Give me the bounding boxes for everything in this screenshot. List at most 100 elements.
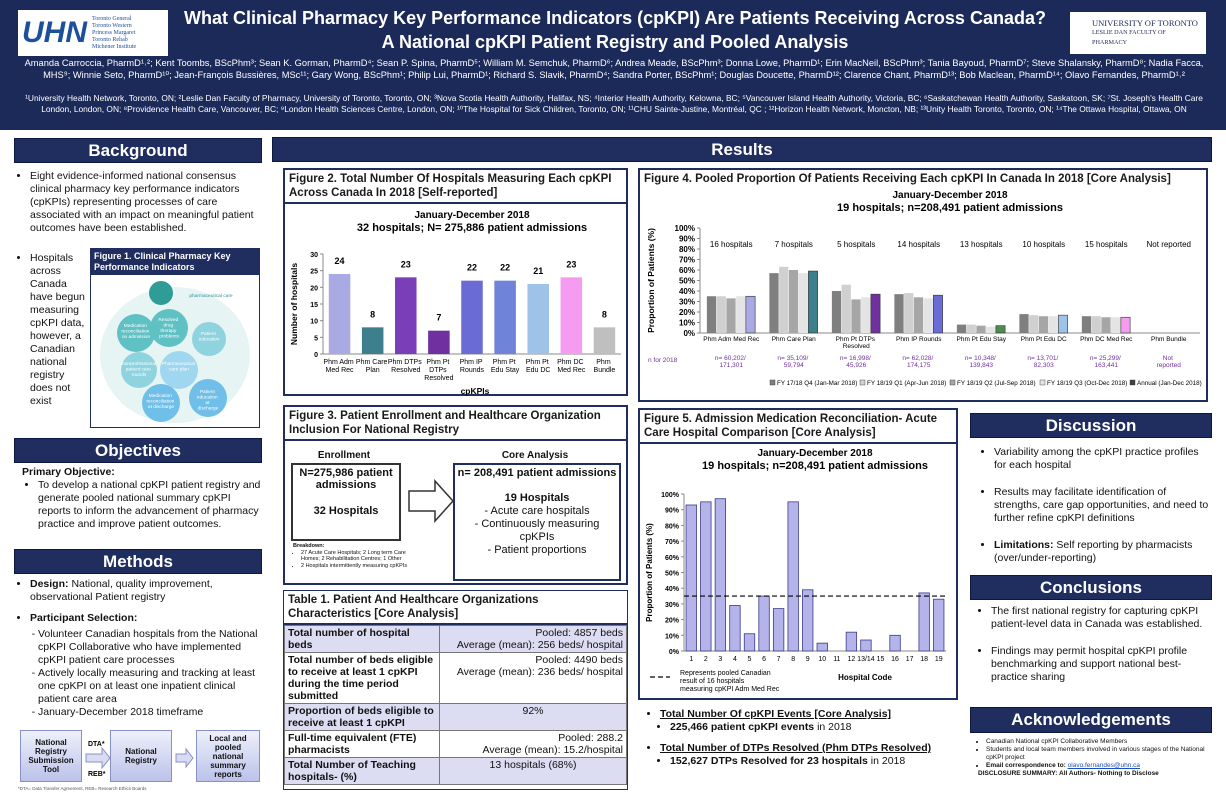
bar: [769, 273, 779, 333]
data-label: 22: [500, 263, 510, 273]
bullet: Canadian National cpKPI Collaborative Me…: [986, 738, 1212, 746]
hospital-count: 13 hospitals: [960, 240, 1003, 249]
figure-title: Figure 4. Pooled Proportion Of Patients …: [644, 173, 1171, 185]
totals: Total Number Of cpKPI Events [Core Analy…: [644, 708, 964, 771]
y-tick-label: 30: [310, 252, 318, 259]
y-axis-title: Proportion of Patients (%): [646, 228, 656, 333]
x-tick-label: Phm Pt DTPs Resolved: [836, 336, 877, 350]
legend-label: FY 18/19 Q2 (Jul-Sep 2018): [957, 380, 1036, 387]
value: 152,627 DTPs Resolved for 23 hospitals: [670, 755, 868, 767]
bar: [758, 595, 770, 652]
row-value: Pooled: 288.2 Average (mean): 15.2/hospit…: [439, 730, 627, 758]
bar: [1091, 316, 1101, 333]
table-row: Total number of hospital beds Pooled: 485…: [284, 625, 627, 653]
label: Breakdown:: [293, 543, 325, 549]
text: N=275,986 patient admissions: [299, 467, 393, 491]
data-label: 8: [602, 309, 607, 319]
title: What Clinical Pharmacy Key Performance I…: [170, 6, 1060, 54]
bar: [1101, 317, 1111, 333]
section-heading: Background: [14, 138, 262, 163]
diagram-label: Patient education: [199, 331, 220, 343]
bar: [1048, 316, 1058, 333]
bar: [395, 277, 417, 354]
table-row: Total Number of Teaching hospitals- (%) 1…: [284, 757, 627, 785]
bar: [894, 294, 904, 333]
x-tick-label: Phm IP Rounds: [896, 336, 942, 343]
row-value: 13 hospitals (68%): [439, 757, 627, 785]
n-label: n= 13,701/ 82,303: [1027, 355, 1060, 369]
section-heading: Results: [272, 137, 1212, 162]
legend-label: Represents pooled Canadian result of 16 …: [680, 670, 780, 693]
title-line: A National cpKPI Patient Registry and Po…: [381, 32, 849, 52]
y-tick-label: 0: [314, 352, 318, 359]
bar: [802, 589, 814, 652]
bar: [593, 327, 616, 354]
logo-uhn: UHN Toronto General Toronto Western Prin…: [18, 10, 168, 56]
legend-swatch: [949, 379, 956, 386]
bar: [685, 504, 697, 652]
subheading: Primary Objective:: [22, 466, 115, 478]
site: Princess Margaret: [92, 29, 136, 36]
y-tick-label: 10: [310, 319, 318, 326]
row-label: Total number of hospital beds: [284, 625, 440, 653]
text: National, quality improvement, observati…: [30, 578, 213, 603]
x-tick-label: Phm Care Plan: [772, 336, 816, 343]
legend-swatch: [859, 379, 866, 386]
bullet: Eight evidence-informed national consens…: [30, 170, 262, 235]
x-tick-label: 19: [935, 656, 943, 663]
bullet: Hospitals across Canada have begun measu…: [30, 252, 88, 408]
figure-title: Figure 3. Patient Enrollment and Healthc…: [285, 407, 626, 441]
arrow: [85, 746, 111, 770]
y-tick-label: 40%: [665, 586, 680, 593]
bullet: January-December 2018 timeframe: [38, 706, 264, 719]
bar: [933, 294, 943, 334]
logo-uoft: UNIVERSITY OF TORONTO LESLIE DAN FACULTY…: [1070, 12, 1206, 54]
chart-subtitle: 19 hospitals; n=208,491 patient admissio…: [702, 460, 928, 472]
y-tick-label: 60%: [665, 555, 680, 562]
value: 225,466 patient cpKPI events: [670, 721, 815, 733]
data-label: 8: [370, 309, 375, 319]
flow-box: Local and pooled national summary report…: [196, 730, 260, 782]
x-tick-label: 18: [920, 656, 928, 663]
y-tick-label: 100%: [661, 492, 680, 499]
x-tick-label: Phm Adm Med Rec: [703, 336, 760, 343]
arrow: [408, 479, 455, 523]
diagram-label: Medication reconciliation on admission: [121, 323, 150, 340]
hospital-count: 14 hospitals: [897, 240, 940, 249]
circle: [149, 281, 173, 305]
x-tick-label: Phm Pt DTPs Resolved: [424, 359, 453, 382]
table-row: Total number of beds eligible to receive…: [284, 652, 627, 704]
x-tick-label: 17: [906, 656, 914, 663]
bar: [1111, 317, 1121, 333]
flow-arrows: DTA* REB*: [85, 741, 194, 778]
background-text: Eight evidence-informed national consens…: [14, 170, 262, 238]
y-tick-label: 60%: [679, 266, 695, 275]
site: Toronto General: [92, 15, 132, 22]
x-tick-label: 10: [818, 656, 826, 663]
label: Email correspondence to:: [986, 762, 1066, 769]
text: n= 208,491 patient admissions: [457, 467, 617, 479]
diagram-label: Pharmaceutical care plan: [162, 361, 196, 373]
y-tick-label: 90%: [665, 508, 680, 515]
bar: [956, 324, 967, 333]
n-label: n= 10,348/ 139,843: [965, 355, 998, 369]
data-label: 23: [401, 259, 411, 269]
y-tick-label: 100%: [675, 224, 695, 233]
diagram-label: Medication reconciliation at discharge: [146, 393, 175, 410]
bullet: Email correspondence to: olavo.fernandes…: [986, 762, 1212, 770]
circle: [142, 384, 180, 422]
bar: [1120, 316, 1131, 334]
email-link[interactable]: olavo.fernandes@uhn.ca: [1067, 762, 1141, 769]
bar: [743, 633, 756, 652]
section-heading: Conclusions: [970, 575, 1212, 600]
figure1-diagram: pharmaceutical care Medication reconcilia…: [100, 281, 250, 423]
text: in 2018: [870, 755, 906, 767]
y-axis-title: Proportion of Patients (%): [645, 523, 654, 622]
bar: [494, 280, 516, 354]
bar: [361, 327, 384, 354]
hospital-count: 7 hospitals: [775, 240, 813, 249]
y-tick-label: 50%: [665, 571, 680, 578]
bar: [788, 270, 799, 333]
x-tick-label: 1: [689, 656, 693, 663]
